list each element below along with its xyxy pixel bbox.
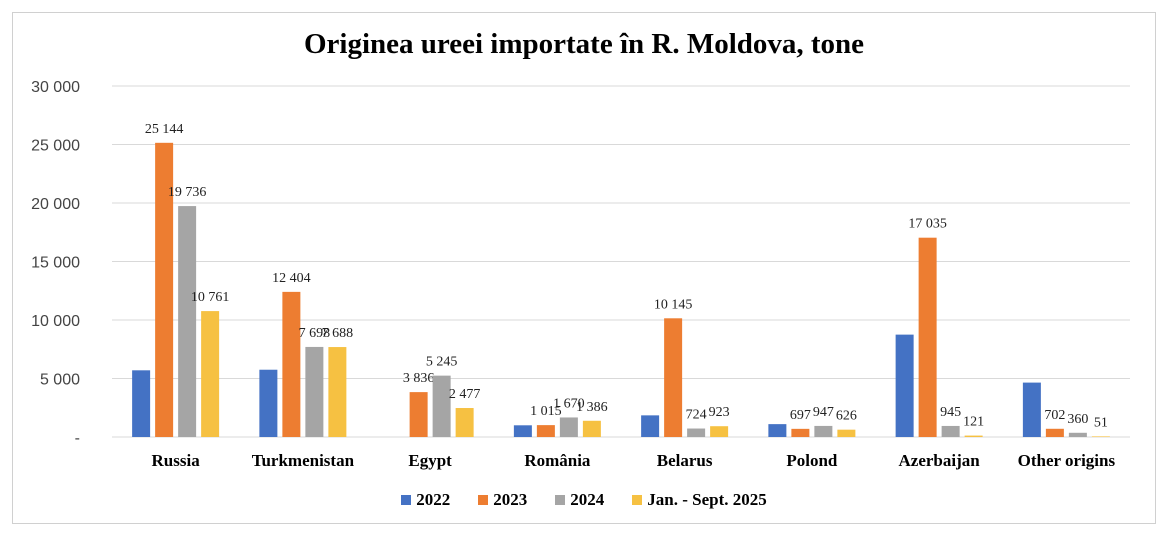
bar xyxy=(941,425,960,437)
bar xyxy=(282,291,301,437)
legend-label: 2023 xyxy=(493,490,528,509)
bar xyxy=(132,370,151,437)
y-tick-label: 15 000 xyxy=(31,255,80,272)
data-label: 3 836 xyxy=(403,371,435,386)
data-label: 2 477 xyxy=(449,387,481,402)
data-label: 1 015 xyxy=(530,404,562,419)
legend-label: 2024 xyxy=(570,490,605,509)
data-label: 1 670 xyxy=(553,396,585,411)
bar xyxy=(768,424,787,437)
bar xyxy=(305,346,324,437)
bar xyxy=(455,408,474,437)
y-tick-label: - xyxy=(75,430,80,447)
data-label: 10 761 xyxy=(191,290,230,305)
data-label: 945 xyxy=(940,405,961,420)
bar xyxy=(432,375,451,437)
legend-swatch xyxy=(555,495,566,505)
y-tick-label: 30 000 xyxy=(31,79,80,96)
legend-label: 2022 xyxy=(416,490,451,509)
data-label: 697 xyxy=(790,408,811,423)
y-tick-label: 10 000 xyxy=(31,313,80,330)
bar xyxy=(710,426,729,437)
chart-frame xyxy=(12,12,1156,524)
bar xyxy=(536,425,555,437)
data-label: 1 386 xyxy=(576,400,608,415)
bar xyxy=(582,420,601,437)
bar xyxy=(664,318,683,437)
bar xyxy=(641,415,660,437)
legend-label: Jan. - Sept. 2025 xyxy=(647,490,767,509)
x-tick-label: Belarus xyxy=(657,451,713,470)
bar xyxy=(1022,382,1041,437)
legend-swatch xyxy=(478,495,489,505)
data-label: 626 xyxy=(836,409,857,424)
data-label: 17 035 xyxy=(908,217,947,232)
data-label: 51 xyxy=(1094,415,1108,430)
x-tick-label: Azerbaijan xyxy=(899,451,981,470)
y-tick-label: 25 000 xyxy=(31,138,80,155)
bar xyxy=(559,417,578,437)
data-label: 724 xyxy=(686,408,707,423)
bar xyxy=(259,369,278,437)
bar xyxy=(918,237,937,437)
data-label: 947 xyxy=(813,405,834,420)
data-label: 19 736 xyxy=(168,185,207,200)
bar xyxy=(328,347,347,437)
data-label: 360 xyxy=(1067,412,1088,427)
data-label: 7 698 xyxy=(299,326,331,341)
bar xyxy=(178,206,197,437)
x-tick-label: România xyxy=(524,451,591,470)
bar xyxy=(814,425,833,437)
x-tick-label: Turkmenistan xyxy=(252,451,355,470)
data-label: 12 404 xyxy=(272,271,311,286)
bar xyxy=(1068,432,1087,437)
bar xyxy=(791,428,810,437)
y-tick-label: 5 000 xyxy=(40,372,80,389)
legend-item: 2023 xyxy=(478,490,527,510)
x-tick-label: Russia xyxy=(152,451,201,470)
legend-swatch xyxy=(632,495,643,505)
bar xyxy=(895,334,914,437)
bar xyxy=(409,392,428,437)
data-label: 10 145 xyxy=(654,297,693,312)
legend-swatch xyxy=(401,495,412,505)
y-tick-label: 20 000 xyxy=(31,196,80,213)
bar xyxy=(964,435,983,437)
legend-item: 2024 xyxy=(555,490,604,510)
bar xyxy=(1045,428,1064,437)
data-label: 121 xyxy=(963,415,984,430)
data-label: 25 144 xyxy=(145,122,184,137)
bar xyxy=(155,142,174,438)
chart-legend: 2022 2023 2024 Jan. - Sept. 2025 xyxy=(0,490,1168,510)
x-tick-label: Other origins xyxy=(1018,451,1116,470)
data-label: 702 xyxy=(1044,408,1065,423)
bar xyxy=(687,428,706,437)
bar xyxy=(837,429,856,437)
chart-title: Originea ureei importate în R. Moldova, … xyxy=(303,28,865,60)
x-tick-label: Egypt xyxy=(408,451,452,470)
bar xyxy=(513,425,532,437)
data-label: 923 xyxy=(709,405,730,420)
x-tick-label: Polond xyxy=(786,451,838,470)
legend-item: Jan. - Sept. 2025 xyxy=(632,490,767,510)
bar xyxy=(201,311,220,437)
legend-item: 2022 xyxy=(401,490,450,510)
data-label: 5 245 xyxy=(426,355,458,370)
data-label: 7 688 xyxy=(322,326,354,341)
bar xyxy=(1091,436,1110,437)
